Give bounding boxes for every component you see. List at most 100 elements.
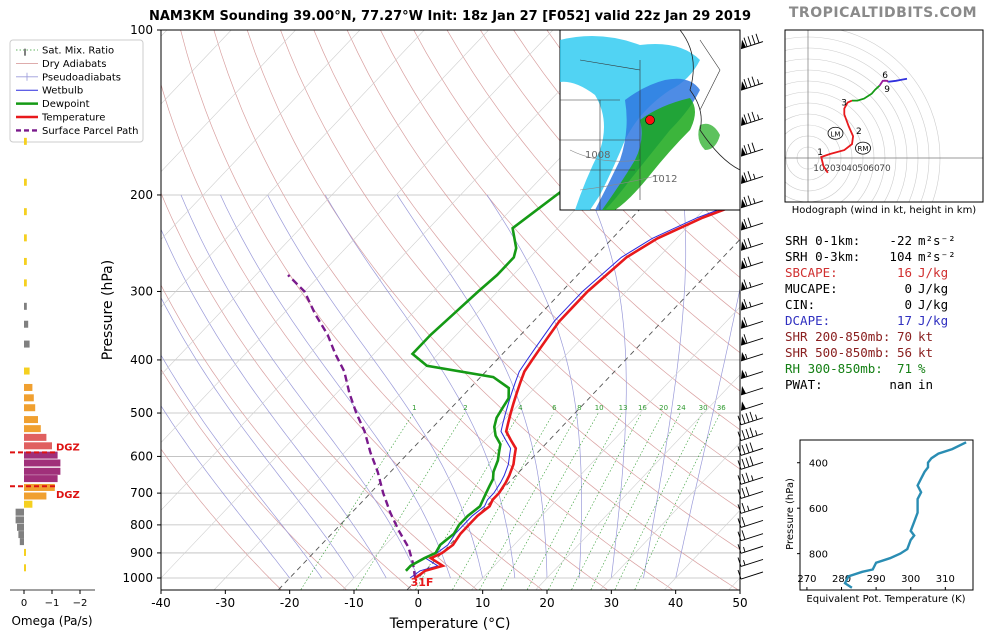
- hodo-ring-label: 60: [868, 164, 880, 174]
- stat-label: SBCAPE:: [785, 265, 838, 280]
- mixing-ratio-line: [571, 412, 663, 590]
- dry-adiabat: [180, 30, 608, 590]
- mixing-ratio-line: [452, 412, 554, 590]
- y-tick-label: 600: [130, 449, 153, 463]
- rain-blob: [698, 123, 720, 150]
- omega-bar: [15, 516, 24, 524]
- wind-barb: [737, 486, 764, 499]
- wind-barb: [737, 427, 764, 442]
- isobar-label-1008: 1008: [585, 150, 610, 161]
- omega-bar: [24, 137, 27, 145]
- x-tick-label: -40: [151, 596, 171, 610]
- omega-bar: [24, 279, 27, 287]
- mixing-ratio-line: [355, 412, 465, 590]
- wind-barb: [740, 334, 764, 346]
- wind-barb: [737, 456, 764, 470]
- parcel-path-line: [287, 274, 417, 579]
- omega-bar: [24, 483, 55, 491]
- wind-barb: [740, 317, 764, 329]
- theta-e-xtick-label: 270: [797, 574, 816, 585]
- stat-value: 104: [889, 249, 912, 264]
- wind-barb: [737, 557, 764, 567]
- legend-label: Sat. Mix. Ratio: [42, 46, 114, 57]
- mixing-ratio-label: 13: [619, 404, 628, 412]
- omega-bar: [24, 492, 47, 500]
- omega-bar: [24, 367, 30, 375]
- stat-label: CIN:: [785, 297, 815, 312]
- dry-adiabat: [713, 30, 740, 60]
- stat-unit: kt: [918, 345, 933, 360]
- theta-e-xlabel: Equivalent Pot. Temperature (K): [806, 594, 965, 605]
- stat-row: DCAPE: 17 J/kg: [785, 313, 948, 328]
- stat-unit: m²s⁻²: [918, 233, 956, 248]
- stat-label: RH 300-850mb:: [785, 361, 883, 376]
- hodo-height-label: 2: [856, 127, 862, 137]
- isotherm: [600, 442, 740, 590]
- dry-adiabat: [213, 30, 673, 590]
- y-tick-label: 300: [130, 284, 153, 298]
- wind-barb: [740, 171, 764, 184]
- isotherm: [161, 30, 296, 173]
- moist-adiabat: [675, 286, 740, 579]
- x-axis-label: Temperature (°C): [389, 616, 511, 632]
- isotherm: [535, 374, 740, 590]
- omega-bar: [24, 425, 41, 433]
- coastline: [679, 30, 740, 171]
- mixing-ratio-line: [415, 412, 520, 590]
- dry-adiabat: [480, 30, 740, 316]
- omega-bar: [24, 459, 61, 467]
- hodo-height-label: 6: [882, 71, 888, 81]
- omega-bar: [24, 442, 52, 450]
- omega-bar: [24, 302, 27, 310]
- theta-e-line: [843, 441, 967, 589]
- map-inset: 1008 1012: [559, 29, 741, 211]
- wind-barb: [740, 386, 764, 396]
- omega-bar: [24, 500, 33, 508]
- stat-row: PWAT: nan in: [785, 377, 933, 392]
- hodograph-frame: [784, 29, 984, 203]
- mixing-ratio-label: 8: [577, 404, 581, 412]
- state-borders: [560, 39, 721, 210]
- mixing-ratio-label: 36: [717, 404, 726, 412]
- dry-adiabat: [161, 448, 282, 590]
- wind-barbs: [737, 33, 764, 580]
- mixing-ratio-line: [634, 412, 721, 590]
- wind-barb: [740, 195, 764, 209]
- dry-adiabat: [246, 30, 738, 590]
- dry-adiabat: [161, 368, 347, 590]
- rain-swath: [602, 98, 695, 210]
- stat-label: SRH 0-3km:: [785, 249, 860, 264]
- omega-panel: 0 −1 −2 DGZ DGZ: [10, 48, 95, 609]
- mixing-ratio-label: 10: [595, 404, 604, 412]
- theta-e-ylabel: Pressure (hPa): [785, 478, 796, 550]
- isobars: [569, 149, 661, 191]
- dry-adiabat: [413, 30, 740, 392]
- mixing-ratio-label: 30: [699, 404, 708, 412]
- omega-bar: [24, 257, 27, 265]
- wind-barb: [737, 544, 764, 554]
- moist-adiabat: [643, 194, 687, 579]
- stat-value: 0: [904, 281, 912, 296]
- omega-bar: [24, 404, 36, 412]
- legend-label: Temperature: [41, 113, 105, 124]
- moist-adiabat: [161, 405, 290, 579]
- mixing-ratio-line: [527, 412, 623, 590]
- mixing-ratio-line: [548, 412, 642, 590]
- dry-adiabat: [513, 30, 740, 279]
- storm-motion-label: LM: [831, 130, 841, 138]
- wind-barb: [740, 256, 764, 270]
- moist-adiabat: [588, 194, 627, 579]
- legend: Sat. Mix. Ratio Dry Adiabats Pseudoadiabat…: [9, 39, 144, 143]
- stat-label: SHR 200-850mb:: [785, 329, 890, 344]
- dry-adiabat: [346, 30, 740, 470]
- mixing-ratio-label: 6: [552, 404, 557, 412]
- y-tick-label: 800: [130, 518, 153, 532]
- stat-value: 0: [904, 297, 912, 312]
- x-tick-label: 0: [415, 596, 423, 610]
- y-tick-label: 100: [130, 23, 153, 37]
- dry-adiabat: [280, 30, 740, 551]
- hodo-ring-label: 20: [824, 164, 836, 174]
- omega-bar: [24, 383, 33, 391]
- stat-row: CIN: 0 J/kg: [785, 297, 948, 312]
- wind-barb: [740, 217, 764, 231]
